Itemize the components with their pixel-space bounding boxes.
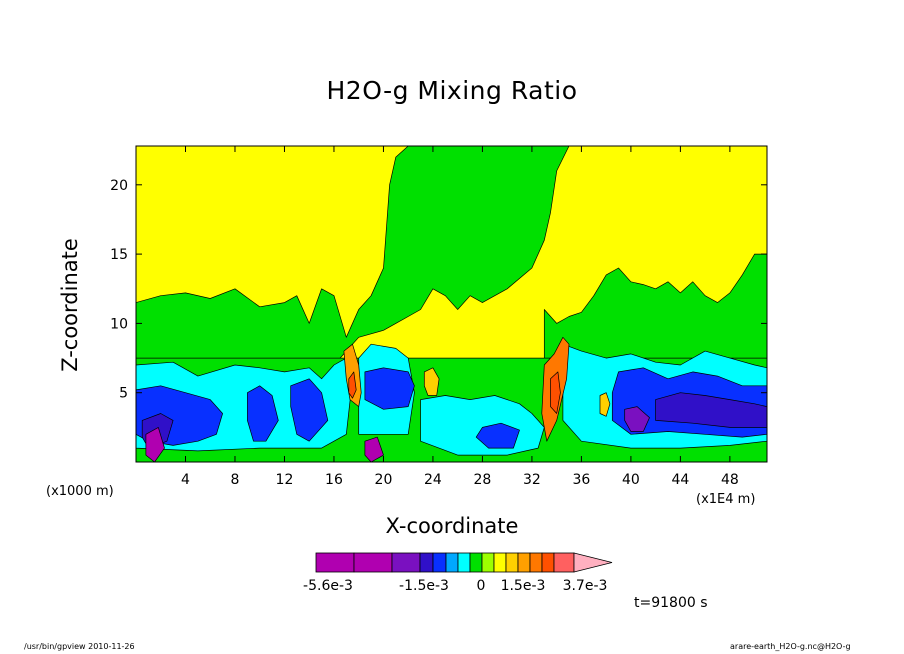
x-unit-left: (x1000 m): [46, 484, 114, 499]
x-tick-label: 28: [474, 472, 492, 488]
colorbar-swatch: [469, 552, 483, 573]
colorbar-arrow: [573, 552, 613, 573]
colorbar-swatch: [541, 552, 555, 573]
y-tick-label: 20: [110, 178, 128, 194]
region-violet-right: [624, 406, 650, 432]
time-label: t=91800 s: [634, 595, 708, 611]
colorbar-swatch: [353, 552, 393, 573]
colorbar-swatch: [432, 552, 447, 573]
x-tick-label: 48: [721, 472, 739, 488]
colorbar-swatch: [445, 552, 459, 573]
colorbar-swatch: [315, 552, 355, 573]
colorbar-tick-label: 1.5e-3: [501, 578, 546, 594]
region-red-core-left: [348, 371, 357, 399]
footer-left: /usr/bin/gpview 2010-11-26: [24, 642, 135, 651]
footer-right: arare-earth_H2O-g.nc@H2O-g: [730, 642, 851, 651]
colorbar-tick-label: 3.7e-3: [563, 578, 608, 594]
region-green-upper: [136, 146, 570, 373]
x-tick-label: 8: [231, 472, 240, 488]
region-blue-center: [475, 422, 520, 449]
x-tick-label: 24: [424, 472, 442, 488]
x-tick-label: 44: [671, 472, 689, 488]
colorbar-swatch: [529, 552, 543, 573]
colorbar-swatch: [481, 552, 495, 573]
x-tick-label: 12: [276, 472, 294, 488]
colorbar-swatch: [505, 552, 519, 573]
region-blue-left2: [247, 385, 279, 442]
colorbar-swatch: [553, 552, 575, 573]
colorbar-tick-label: -5.6e-3: [303, 578, 353, 594]
y-tick-label: 15: [110, 247, 128, 263]
colorbar-swatch: [493, 552, 507, 573]
region-magenta-mid: [364, 436, 384, 462]
x-tick-label: 36: [572, 472, 590, 488]
y-tick-label: 5: [119, 386, 128, 402]
region-navy-right: [655, 392, 767, 428]
colorbar-tick-label: -1.5e-3: [399, 578, 449, 594]
x-tick-label: 16: [325, 472, 343, 488]
y-tick-label: 10: [110, 316, 128, 332]
chart-title: H2O-g Mixing Ratio: [326, 76, 578, 105]
colorbar-swatch: [391, 552, 421, 573]
x-axis-label: X-coordinate: [385, 514, 519, 538]
x-unit-right: (x1E4 m): [696, 492, 756, 507]
colorbar-swatch: [457, 552, 471, 573]
x-tick-label: 40: [622, 472, 640, 488]
region-red-core-center: [550, 371, 561, 414]
region-yellow-spot-mid: [423, 367, 440, 396]
colorbar-swatch: [419, 552, 434, 573]
region-yellow-spot-right: [599, 392, 611, 417]
region-blue-left3: [290, 378, 329, 442]
region-magenta-left: [145, 427, 165, 462]
region-blue-mid: [364, 367, 415, 410]
x-tick-label: 4: [181, 472, 190, 488]
colorbar-swatch: [517, 552, 531, 573]
x-tick-label: 20: [375, 472, 393, 488]
x-tick-label: 32: [523, 472, 541, 488]
colorbar-tick-label: 0: [477, 578, 486, 594]
plot-frame: [135, 145, 768, 463]
